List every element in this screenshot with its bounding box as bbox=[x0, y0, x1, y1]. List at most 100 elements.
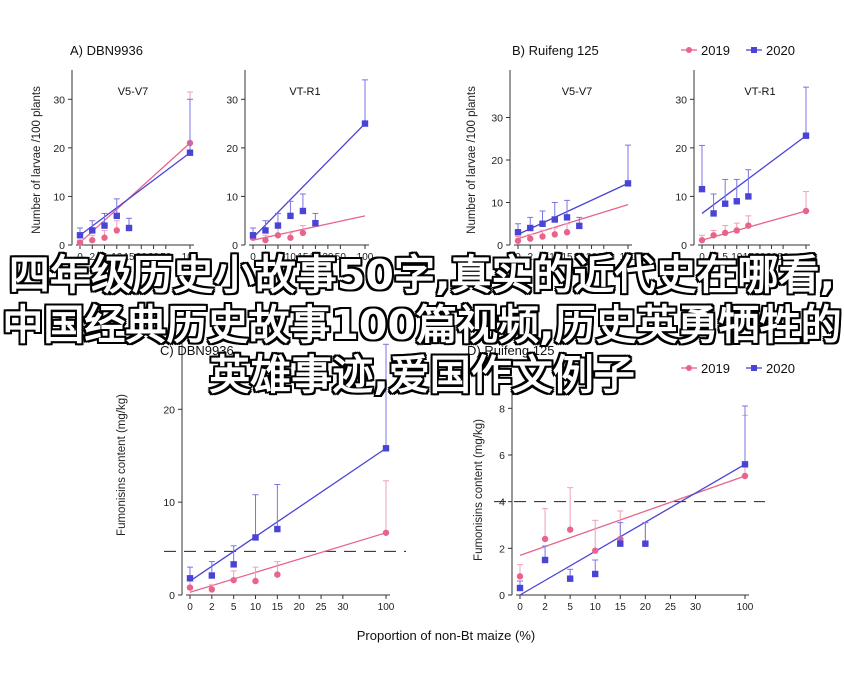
point-2020 bbox=[710, 210, 717, 217]
trend-line-2019 bbox=[79, 142, 191, 244]
point-2019 bbox=[563, 229, 571, 236]
y-tick-label: 20 bbox=[163, 404, 175, 416]
trend-line-2020 bbox=[79, 152, 191, 236]
x-tick-label: 10 bbox=[731, 252, 743, 263]
point-2020 bbox=[541, 556, 549, 564]
point-2019 bbox=[101, 234, 108, 241]
x-tick-label: 30 bbox=[322, 252, 334, 263]
x-tick-label: 2 bbox=[711, 252, 717, 263]
legend-label-2019: 2019 bbox=[701, 361, 730, 376]
legend-label-2019: 2019 bbox=[701, 43, 730, 58]
point-2020 bbox=[514, 229, 522, 236]
subplot-title: V5-V7 bbox=[118, 86, 149, 98]
point-2020 bbox=[551, 216, 558, 223]
point-2020 bbox=[76, 232, 84, 239]
x-tick-label: 50 bbox=[778, 252, 790, 263]
point-2020 bbox=[721, 200, 729, 207]
y-tick-label: 10 bbox=[491, 198, 503, 210]
point-2019 bbox=[287, 234, 294, 241]
trend-line-2019 bbox=[189, 532, 387, 593]
point-2020 bbox=[516, 584, 524, 592]
trend-line-2019 bbox=[701, 210, 807, 241]
x-tick-label: 15 bbox=[743, 252, 755, 263]
y-tick-label: 20 bbox=[226, 143, 238, 155]
x-tick-label: 50 bbox=[598, 252, 610, 263]
y-tick-label: 10 bbox=[226, 191, 238, 203]
x-tick-label: 5 bbox=[102, 252, 108, 263]
point-2020 bbox=[382, 445, 390, 452]
trend-line-2020 bbox=[517, 182, 629, 235]
point-2019 bbox=[721, 229, 729, 237]
legend-marker-2019 bbox=[686, 47, 692, 53]
point-2020 bbox=[617, 540, 624, 547]
point-2019 bbox=[802, 207, 810, 215]
trend-line-2020 bbox=[701, 135, 807, 214]
x-tick-label: 100 bbox=[798, 252, 815, 263]
y-tick-label: 30 bbox=[491, 113, 503, 125]
trend-line-2019 bbox=[519, 475, 746, 556]
point-2019 bbox=[230, 576, 237, 584]
point-2020 bbox=[745, 193, 752, 200]
point-2020 bbox=[592, 570, 599, 578]
subplot-title: VT-R1 bbox=[744, 86, 775, 98]
point-2020 bbox=[563, 214, 571, 221]
x-tick-label: 20 bbox=[640, 602, 652, 613]
x-tick-label: 25 bbox=[315, 602, 327, 613]
point-2020 bbox=[186, 149, 194, 156]
point-2019 bbox=[745, 222, 752, 229]
legend-label-2020: 2020 bbox=[766, 43, 795, 58]
y-tick-label: 6 bbox=[499, 450, 505, 462]
y-tick-label: 0 bbox=[497, 240, 503, 252]
point-2019 bbox=[733, 227, 740, 234]
point-2019 bbox=[208, 586, 216, 593]
x-axis-label: Proportion of non-Bt maize (%) bbox=[357, 628, 535, 643]
x-tick-label: 0 bbox=[77, 252, 83, 263]
x-tick-label: 20 bbox=[310, 252, 322, 263]
point-2019 bbox=[551, 231, 558, 238]
y-tick-label: 0 bbox=[59, 240, 65, 252]
x-tick-label: 100 bbox=[378, 602, 395, 613]
point-2020 bbox=[125, 224, 133, 232]
y-tick-label: 8 bbox=[499, 403, 505, 415]
point-2020 bbox=[576, 222, 583, 230]
x-tick-label: 10 bbox=[250, 602, 262, 613]
x-tick-label: 100 bbox=[737, 602, 754, 613]
y-tick-label: 30 bbox=[226, 94, 238, 106]
x-tick-label: 30 bbox=[690, 602, 702, 613]
y-tick-label: 20 bbox=[491, 155, 503, 167]
x-tick-label: 10 bbox=[590, 602, 602, 613]
x-tick-label: 2 bbox=[209, 602, 215, 613]
subplot-title: V5-V7 bbox=[562, 86, 593, 98]
overlay-caption: 四年级历史小故事50字,真实的近代史在哪看,中国经典历史故事100篇视频,历史英… bbox=[2, 251, 842, 399]
x-tick-label: 0 bbox=[699, 252, 705, 263]
point-2020 bbox=[274, 222, 282, 229]
point-2019 bbox=[274, 232, 282, 239]
x-tick-label: 100 bbox=[182, 252, 199, 263]
point-2020 bbox=[287, 212, 294, 220]
x-tick-label: 20 bbox=[574, 252, 586, 263]
x-tick-label: 5 bbox=[722, 252, 728, 263]
x-tick-label: 2 bbox=[89, 252, 95, 263]
y-tick-label: 30 bbox=[53, 94, 65, 106]
trend-line-2019 bbox=[517, 204, 629, 240]
x-tick-label: 30 bbox=[586, 252, 598, 263]
point-2019 bbox=[113, 227, 120, 234]
point-2020 bbox=[642, 540, 649, 547]
point-2019 bbox=[741, 472, 749, 480]
point-2020 bbox=[208, 572, 216, 579]
x-tick-label: 15 bbox=[297, 252, 309, 263]
point-2020 bbox=[361, 120, 369, 127]
point-2020 bbox=[539, 220, 546, 227]
point-2019 bbox=[710, 232, 717, 239]
legend-label-2020: 2020 bbox=[766, 361, 795, 376]
point-2019 bbox=[186, 584, 194, 591]
point-2020 bbox=[733, 198, 740, 205]
x-tick-label: 15 bbox=[561, 252, 573, 263]
y-tick-label: 20 bbox=[53, 143, 65, 155]
y-axis-label: Number of larvae /100 plants bbox=[466, 86, 478, 234]
point-2019 bbox=[698, 236, 706, 244]
point-2020 bbox=[249, 232, 257, 239]
x-tick-label: 2 bbox=[542, 602, 548, 613]
trend-line-2019 bbox=[252, 215, 366, 241]
